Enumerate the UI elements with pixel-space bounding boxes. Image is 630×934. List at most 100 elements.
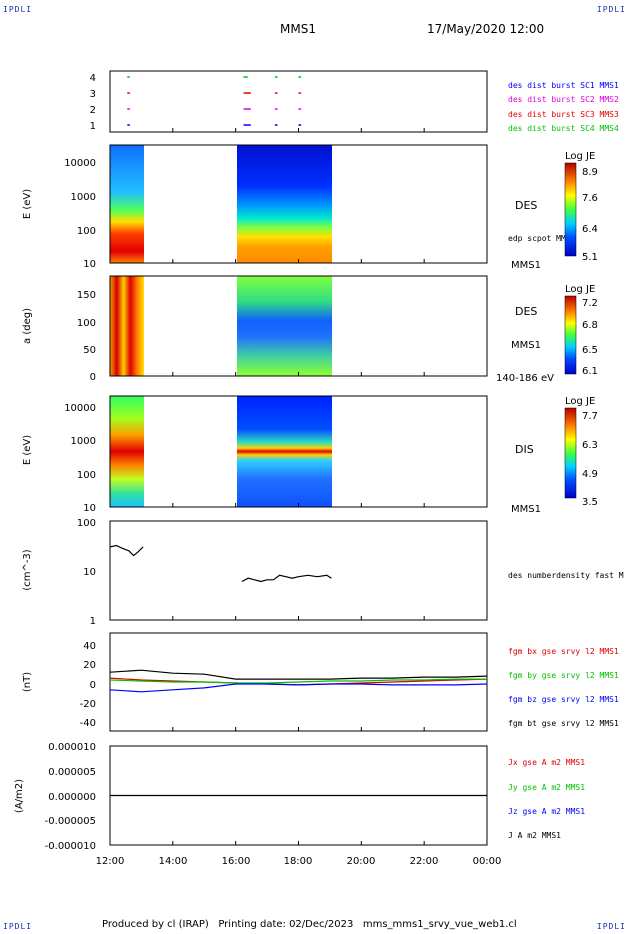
cur-legend-jz: Jz gse A m2 MMS1	[508, 807, 585, 816]
corner-label-bottom-left: IPDLI	[3, 922, 33, 931]
panel-current: 0.000010 0.000005 0.000000 -0.000005 -0.…	[14, 742, 585, 852]
dens-ytick-100: 100	[77, 518, 96, 529]
des-e-cbar-tick-4: 5.1	[582, 252, 598, 263]
time-tick-2000: 20:00	[347, 856, 376, 867]
dens-label: des numberdensity fast M	[508, 571, 624, 580]
avail-ytick-3: 3	[90, 89, 96, 100]
pitch-cbar-tick-1: 7.2	[582, 298, 598, 309]
dis-e-cbar-tick-3: 4.9	[582, 469, 598, 480]
pitch-cbar-tick-3: 6.5	[582, 345, 598, 356]
mag-legend-bt: fgm bt gse srvy l2 MMS1	[508, 719, 619, 728]
avail-legend-sc3: des dist burst SC3 MMS3	[508, 110, 619, 119]
panel-availability-frame	[109, 70, 488, 133]
pitch-bottom-label: 140-186 eV	[496, 373, 554, 384]
dis-e-ytick-10000: 10000	[64, 403, 96, 414]
cur-ytick-m10: -0.000010	[45, 841, 96, 852]
avail-legend-sc4: des dist burst SC4 MMS4	[508, 124, 619, 133]
pitch-colorbar-title: Log JE	[565, 284, 595, 295]
availability-marks	[127, 76, 302, 126]
mag-legend-bz: fgm bz gse srvy l2 MMS1	[508, 695, 619, 704]
pitch-cbar-tick-2: 6.8	[582, 320, 598, 331]
magnetic-series	[109, 669, 488, 693]
des-e-bottom-label: MMS1	[511, 260, 541, 271]
dis-e-cbar-tick-2: 6.3	[582, 440, 598, 451]
cur-ylabel: (A/m2)	[14, 779, 25, 813]
time-axis: 12:00 14:00 16:00 18:00 20:00 22:00 00:0…	[96, 856, 502, 867]
panel-availability: 4 3 2 1 des dist burst SC1 MMS1 des dist…	[90, 70, 619, 133]
pitch-label: DES	[515, 305, 537, 318]
des-pitch-block-1	[110, 276, 144, 376]
pitch-ytick-100: 100	[77, 318, 96, 329]
dis-e-cbar-tick-1: 7.7	[582, 411, 598, 422]
dens-ytick-1: 1	[90, 616, 96, 627]
des-e-ytick-100: 100	[77, 226, 96, 237]
panel-des-pitch: 150 100 50 0 a (deg) DES MMS1 140-186 eV…	[22, 275, 598, 384]
corner-label-top-left: IPDLI	[3, 5, 33, 14]
des-e-cbar-tick-2: 7.6	[582, 193, 598, 204]
mag-line-2	[109, 683, 488, 693]
dis-e-ytick-100: 100	[77, 470, 96, 481]
des-e-sublabel: edp scpot MMS1	[508, 234, 576, 243]
time-tick-1600: 16:00	[222, 856, 251, 867]
density-series	[109, 544, 332, 583]
pitch-cbar-tick-4: 6.1	[582, 366, 598, 377]
panel-density: 100 10 1 (cm^-3) des numberdensity fast …	[22, 518, 624, 627]
des-e-cbar-tick-1: 8.9	[582, 167, 598, 178]
des-e-colorbar-title: Log JE	[565, 151, 595, 162]
time-tick-2200: 22:00	[410, 856, 439, 867]
time-tick-1400: 14:00	[159, 856, 188, 867]
dis-e-ylabel: E (eV)	[22, 435, 33, 465]
des-e-label: DES	[515, 199, 537, 212]
dens-ylabel: (cm^-3)	[22, 549, 33, 590]
mag-legend-by: fgm by gse srvy l2 MMS1	[508, 671, 619, 680]
dis-e-ytick-10: 10	[83, 503, 96, 514]
avail-legend-sc2: des dist burst SC2 MMS2	[508, 95, 619, 104]
avail-ytick-2: 2	[90, 105, 96, 116]
dis-e-colorbar-title: Log JE	[565, 396, 595, 407]
cur-ytick-m5: -0.000005	[45, 816, 96, 827]
avail-ytick-1: 1	[90, 121, 96, 132]
mag-line-3	[109, 669, 488, 680]
mag-line-1	[109, 678, 487, 684]
pitch-ytick-0: 0	[90, 372, 96, 383]
cur-ytick-0: 0.000000	[48, 792, 96, 803]
avail-legend-sc1: des dist burst SC1 MMS1	[508, 81, 619, 90]
axis-ticks	[109, 128, 488, 845]
mag-ylabel: (nT)	[22, 672, 33, 692]
panel-dis-energy: 10000 1000 100 10 E (eV) DIS MMS1 Log JE…	[22, 395, 598, 515]
des-e-ylabel: E (eV)	[22, 189, 33, 219]
dis-e-bottom-label: MMS1	[511, 504, 541, 515]
des-e-ytick-10: 10	[83, 259, 96, 270]
des-pitch-block-2	[237, 276, 332, 376]
des-energy-block-1	[110, 145, 144, 263]
mag-ytick-m20: -20	[80, 699, 96, 710]
des-e-ytick-1000: 1000	[71, 192, 96, 203]
cur-legend-jy: Jy gse A m2 MMS1	[508, 783, 585, 792]
panel-des-energy: 10000 1000 100 10 E (eV) DES edp scpot M…	[22, 144, 598, 271]
dis-e-ytick-1000: 1000	[71, 436, 96, 447]
time-tick-0000: 00:00	[473, 856, 502, 867]
density-line-1	[109, 544, 144, 557]
mission-title: MMS1	[280, 22, 316, 36]
time-tick-1800: 18:00	[284, 856, 313, 867]
dis-energy-block-2	[237, 396, 332, 507]
dis-e-colorbar	[564, 407, 577, 499]
pitch-ytick-50: 50	[83, 345, 96, 356]
corner-label-top-right: IPDLI	[596, 5, 626, 14]
mag-ytick-40: 40	[83, 641, 96, 652]
cur-ytick-p5: 0.000005	[48, 767, 96, 778]
mag-ytick-0: 0	[90, 680, 96, 691]
density-line-2	[241, 574, 332, 583]
pitch-colorbar	[564, 295, 577, 375]
footer-credit: Produced by cl (IRAP) Printing date: 02/…	[102, 919, 517, 930]
plot-datetime: 17/May/2020 12:00	[427, 22, 545, 36]
dis-energy-block-1	[110, 396, 144, 507]
des-e-colorbar	[564, 162, 577, 257]
pitch-ytick-150: 150	[77, 290, 96, 301]
dens-ytick-10: 10	[83, 567, 96, 578]
time-tick-1200: 12:00	[96, 856, 125, 867]
des-e-ytick-10000: 10000	[64, 158, 96, 169]
des-energy-block-2	[237, 145, 332, 263]
dis-e-label: DIS	[515, 443, 534, 456]
cur-legend-j: J A m2 MMS1	[508, 831, 561, 840]
